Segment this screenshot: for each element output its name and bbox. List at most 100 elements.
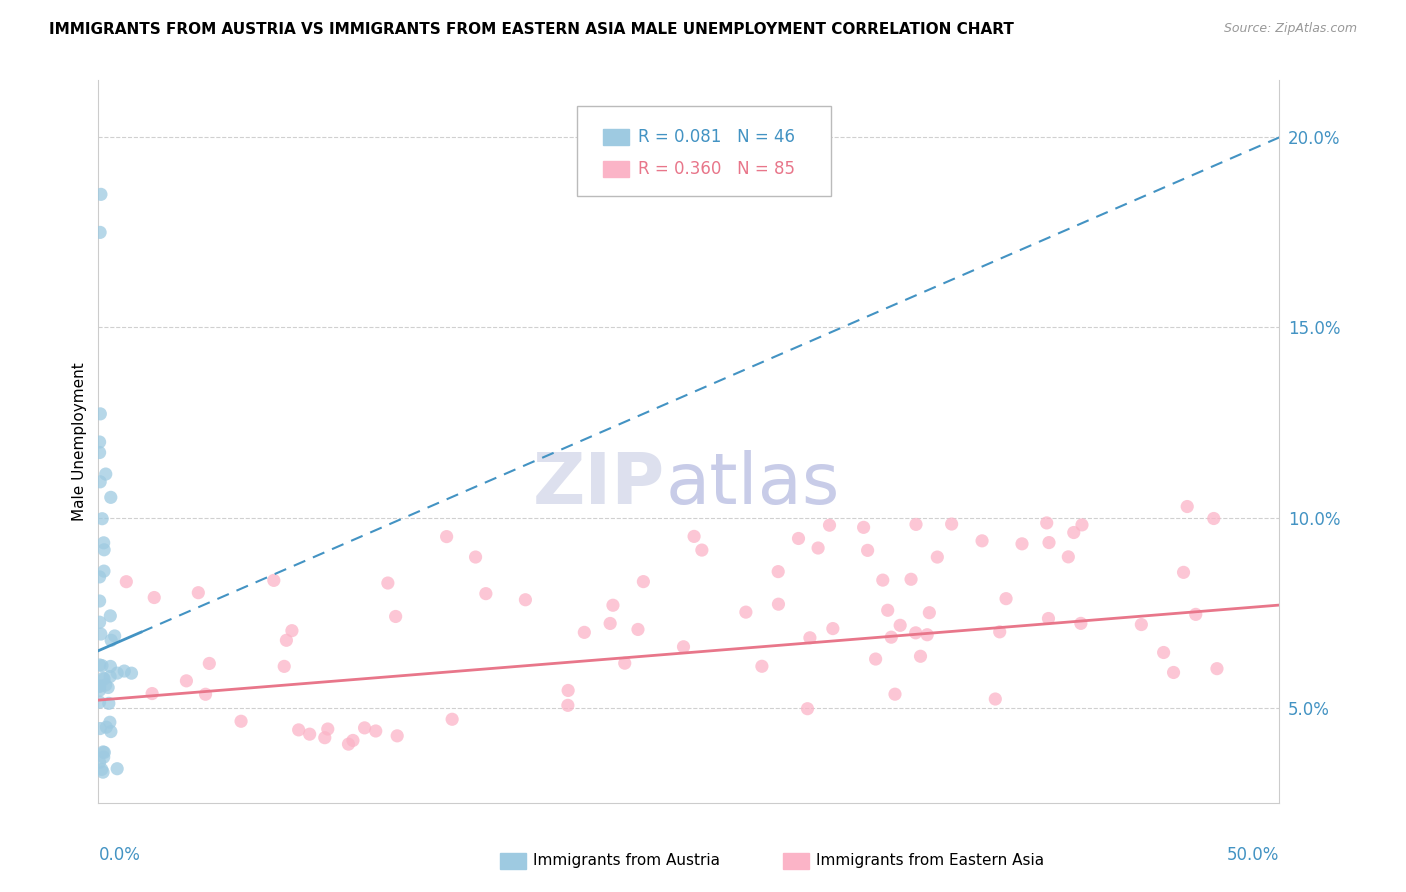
Point [198,657,221,671]
Point [89,594,111,608]
Point [1163,665,1185,680]
Point [1153,645,1175,659]
Point [105,666,128,681]
Point [176,673,198,688]
Point [735,605,758,619]
Point [89,226,111,240]
Point [384,609,406,624]
Point [796,702,818,716]
Point [93,750,115,764]
Point [93,564,115,578]
Point [852,520,875,534]
Point [602,599,624,613]
Point [884,687,907,701]
Point [1038,535,1060,549]
Point [1173,566,1195,580]
Point [880,630,903,644]
Point [515,592,537,607]
Text: R = 0.081   N = 46: R = 0.081 N = 46 [638,128,796,145]
Point [94,678,117,692]
Point [1063,525,1085,540]
Point [89,679,111,693]
Point [905,517,928,532]
Point [100,633,122,648]
Point [353,721,375,735]
Point [387,729,409,743]
Point [872,573,894,587]
Point [281,624,304,638]
Point [89,657,111,672]
Point [799,631,821,645]
Text: Immigrants from Austria: Immigrants from Austria [533,853,720,868]
Point [187,585,209,599]
Point [100,659,122,673]
Point [865,652,887,666]
Point [574,625,596,640]
Text: 0.0%: 0.0% [98,847,141,864]
Point [229,714,252,729]
Text: IMMIGRANTS FROM AUSTRIA VS IMMIGRANTS FROM EASTERN ASIA MALE UNEMPLOYMENT CORREL: IMMIGRANTS FROM AUSTRIA VS IMMIGRANTS FR… [49,22,1014,37]
Point [94,467,117,481]
Point [100,724,122,739]
Point [1202,511,1225,525]
Point [995,591,1018,606]
Point [1057,549,1080,564]
Point [89,683,111,698]
Point [100,491,122,505]
Text: atlas: atlas [665,450,839,519]
Point [91,765,114,780]
Point [683,529,706,543]
Point [613,656,636,670]
Point [91,512,114,526]
Point [337,737,360,751]
Point [93,672,115,686]
Text: Source: ZipAtlas.com: Source: ZipAtlas.com [1223,22,1357,36]
Bar [783,853,810,869]
Text: R = 0.360   N = 85: R = 0.360 N = 85 [638,161,796,178]
Point [915,628,938,642]
Point [314,731,336,745]
Point [1071,517,1094,532]
Point [766,565,789,579]
Point [910,649,932,664]
Point [1011,537,1033,551]
Point [121,666,143,681]
Point [364,723,387,738]
Point [1206,662,1229,676]
Point [475,587,498,601]
Point [141,687,163,701]
Point [89,695,111,709]
Point [104,629,127,643]
Text: Immigrants from Eastern Asia: Immigrants from Eastern Asia [817,853,1045,868]
Point [441,712,464,726]
Bar [501,853,526,869]
Point [856,543,879,558]
Point [599,616,621,631]
Point [97,681,120,695]
Point [941,516,963,531]
Point [91,671,114,685]
Point [90,627,112,641]
Point [298,727,321,741]
Point [557,698,579,713]
Point [287,723,309,737]
Point [672,640,695,654]
Point [970,533,993,548]
Point [273,659,295,673]
Point [1184,607,1206,622]
Point [342,733,364,747]
Point [97,697,120,711]
Point [768,597,790,611]
Point [90,187,112,202]
Point [105,762,128,776]
Point [627,623,650,637]
Point [876,603,898,617]
Point [1038,611,1060,625]
Text: ZIP: ZIP [533,450,665,519]
Point [89,570,111,584]
Point [143,591,166,605]
Point [377,576,399,591]
Point [93,542,115,557]
Point [89,445,111,459]
Point [988,624,1011,639]
